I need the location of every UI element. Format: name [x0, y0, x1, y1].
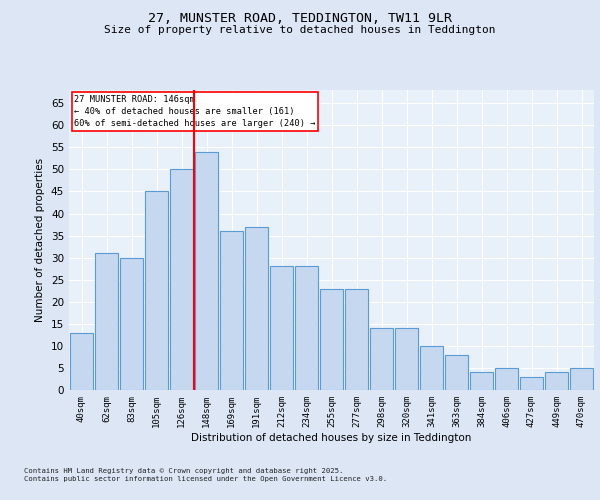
Text: Contains public sector information licensed under the Open Government Licence v3: Contains public sector information licen…: [24, 476, 387, 482]
Bar: [344, 288, 368, 390]
Bar: [545, 372, 568, 390]
Y-axis label: Number of detached properties: Number of detached properties: [35, 158, 46, 322]
Bar: [569, 368, 593, 390]
Bar: [295, 266, 319, 390]
Bar: [370, 328, 394, 390]
Text: Size of property relative to detached houses in Teddington: Size of property relative to detached ho…: [104, 25, 496, 35]
Bar: [445, 354, 469, 390]
Bar: [70, 332, 94, 390]
Text: 27, MUNSTER ROAD, TEDDINGTON, TW11 9LR: 27, MUNSTER ROAD, TEDDINGTON, TW11 9LR: [148, 12, 452, 26]
Bar: [494, 368, 518, 390]
Bar: [320, 288, 343, 390]
Text: Contains HM Land Registry data © Crown copyright and database right 2025.: Contains HM Land Registry data © Crown c…: [24, 468, 343, 473]
Bar: [145, 192, 169, 390]
X-axis label: Distribution of detached houses by size in Teddington: Distribution of detached houses by size …: [191, 432, 472, 442]
Bar: [170, 170, 193, 390]
Bar: [119, 258, 143, 390]
Bar: [470, 372, 493, 390]
Bar: [95, 253, 118, 390]
Bar: [245, 227, 268, 390]
Bar: [194, 152, 218, 390]
Bar: [220, 231, 244, 390]
Bar: [520, 377, 544, 390]
Text: 27 MUNSTER ROAD: 146sqm
← 40% of detached houses are smaller (161)
60% of semi-d: 27 MUNSTER ROAD: 146sqm ← 40% of detache…: [74, 94, 316, 128]
Bar: [395, 328, 418, 390]
Bar: [419, 346, 443, 390]
Bar: [269, 266, 293, 390]
